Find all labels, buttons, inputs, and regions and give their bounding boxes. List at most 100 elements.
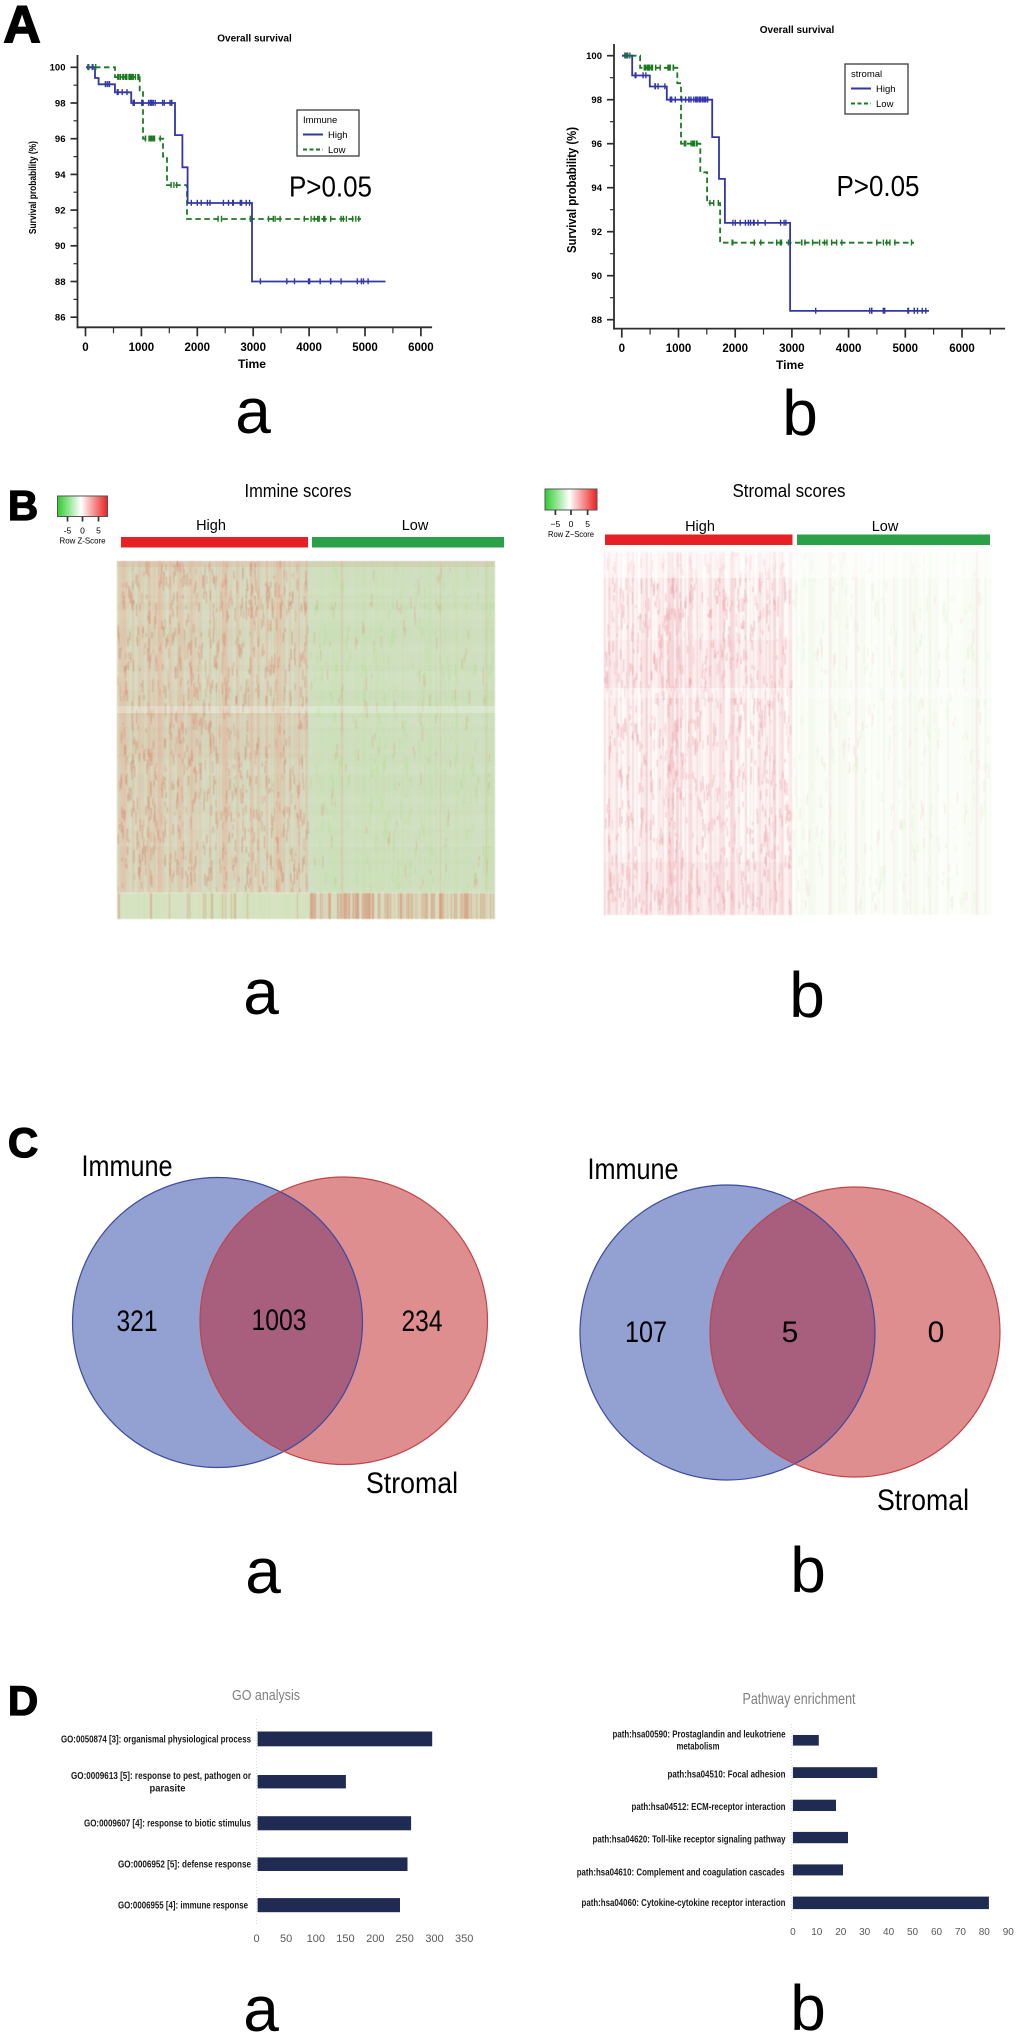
svg-text:High: High [196, 518, 226, 534]
svg-text:C: C [8, 1119, 38, 1166]
svg-text:High: High [328, 130, 348, 141]
svg-text:High: High [876, 84, 896, 95]
svg-text:0: 0 [619, 343, 625, 355]
svg-text:90: 90 [55, 241, 66, 252]
svg-text:88: 88 [591, 315, 602, 326]
svg-text:Stromal scores: Stromal scores [733, 481, 846, 501]
svg-text:234: 234 [402, 1305, 443, 1338]
svg-text:50: 50 [280, 1933, 292, 1945]
svg-text:Low: Low [876, 99, 894, 110]
svg-text:5: 5 [585, 519, 590, 529]
svg-text:0: 0 [790, 1927, 796, 1938]
svg-text:200: 200 [366, 1933, 384, 1945]
svg-text:300: 300 [425, 1933, 443, 1945]
svg-text:path:hsa00590: Prostaglandin a: path:hsa00590: Prostaglandin and leukotr… [613, 1729, 786, 1741]
svg-text:96: 96 [591, 139, 602, 150]
svg-text:Survival probability (%): Survival probability (%) [27, 141, 39, 234]
svg-text:GO:0050874 [3]: organismal phy: GO:0050874 [3]: organismal physiological… [61, 1734, 251, 1746]
svg-text:3000: 3000 [779, 343, 805, 355]
svg-text:Low: Low [872, 519, 899, 535]
svg-text:path:hsa04510: Focal adhesion: path:hsa04510: Focal adhesion [668, 1769, 786, 1781]
svg-text:350: 350 [455, 1933, 473, 1945]
svg-text:5: 5 [96, 526, 101, 536]
svg-text:path:hsa04060: Cytokine-cytoki: path:hsa04060: Cytokine-cytokine recepto… [582, 1897, 786, 1909]
svg-text:GO:0006952 [5]: defense respon: GO:0006952 [5]: defense response [118, 1858, 251, 1870]
svg-text:Immine scores: Immine scores [245, 481, 352, 501]
svg-text:5000: 5000 [352, 342, 378, 354]
svg-text:P>0.05: P>0.05 [837, 171, 920, 203]
svg-text:Immune: Immune [303, 115, 337, 126]
svg-text:30: 30 [859, 1927, 871, 1938]
svg-text:2000: 2000 [185, 342, 211, 354]
svg-text:Row Z-Score: Row Z-Score [60, 537, 106, 546]
svg-text:60: 60 [931, 1927, 943, 1938]
svg-text:2000: 2000 [722, 343, 748, 355]
svg-text:4000: 4000 [836, 343, 862, 355]
svg-text:P>0.05: P>0.05 [289, 172, 372, 204]
svg-text:a: a [243, 1973, 279, 2033]
svg-text:98: 98 [591, 95, 602, 106]
svg-text:D: D [8, 1677, 38, 1724]
svg-text:50: 50 [907, 1927, 919, 1938]
svg-text:High: High [685, 519, 715, 535]
svg-text:96: 96 [55, 134, 66, 145]
svg-text:86: 86 [55, 313, 66, 324]
svg-text:path:hsa04512: ECM-receptor in: path:hsa04512: ECM-receptor interaction [632, 1801, 786, 1813]
svg-text:a: a [235, 375, 271, 447]
svg-text:100: 100 [307, 1933, 325, 1945]
svg-text:GO:0009607 [4]: response to bi: GO:0009607 [4]: response to biotic stimu… [84, 1817, 251, 1829]
svg-text:70: 70 [955, 1927, 967, 1938]
svg-text:Time: Time [238, 357, 266, 371]
svg-text:-5: -5 [64, 526, 72, 536]
svg-text:GO:0009613 [5]: response to pe: GO:0009613 [5]: response to pest, pathog… [71, 1770, 251, 1782]
svg-text:5000: 5000 [893, 343, 919, 355]
svg-text:1000: 1000 [129, 342, 155, 354]
svg-text:Time: Time [776, 358, 804, 372]
svg-text:92: 92 [55, 206, 66, 217]
svg-text:1000: 1000 [666, 343, 692, 355]
svg-text:100: 100 [586, 51, 602, 62]
svg-text:94: 94 [55, 170, 66, 181]
svg-text:90: 90 [591, 271, 602, 282]
svg-text:a: a [243, 956, 279, 1028]
svg-text:94: 94 [591, 183, 602, 194]
svg-text:80: 80 [979, 1927, 991, 1938]
svg-text:10: 10 [811, 1927, 823, 1938]
svg-text:Stromal: Stromal [366, 1467, 458, 1500]
svg-text:321: 321 [117, 1305, 158, 1338]
svg-text:path:hsa04620: Toll-like recep: path:hsa04620: Toll-like receptor signal… [593, 1834, 786, 1846]
svg-text:stromal: stromal [851, 69, 882, 80]
svg-text:20: 20 [835, 1927, 847, 1938]
svg-text:Low: Low [328, 145, 346, 156]
svg-text:b: b [790, 1534, 826, 1606]
svg-text:a: a [245, 1535, 281, 1607]
svg-text:0: 0 [82, 342, 88, 354]
svg-text:GO analysis: GO analysis [232, 1687, 300, 1704]
svg-text:B: B [8, 482, 38, 529]
svg-text:b: b [782, 377, 818, 449]
svg-text:metabolism: metabolism [677, 1741, 720, 1753]
svg-text:Overall survival: Overall survival [217, 34, 292, 45]
svg-text:Row Z−Score: Row Z−Score [548, 530, 594, 539]
svg-text:path:hsa04610: Complement and: path:hsa04610: Complement and coagulatio… [577, 1867, 785, 1879]
svg-text:150: 150 [336, 1933, 354, 1945]
svg-text:6000: 6000 [949, 343, 975, 355]
svg-text:Overall survival: Overall survival [760, 25, 835, 36]
svg-text:parasite: parasite [150, 1783, 186, 1795]
svg-text:Stromal: Stromal [877, 1484, 969, 1517]
svg-text:98: 98 [55, 98, 66, 109]
svg-text:100: 100 [50, 63, 66, 74]
svg-text:90: 90 [1003, 1927, 1015, 1938]
svg-text:0: 0 [928, 1316, 945, 1349]
svg-text:Immune: Immune [588, 1153, 679, 1186]
svg-text:4000: 4000 [296, 342, 322, 354]
svg-text:b: b [790, 1972, 826, 2033]
svg-text:250: 250 [396, 1933, 414, 1945]
svg-text:0: 0 [253, 1933, 259, 1945]
svg-text:Low: Low [402, 518, 429, 534]
svg-text:6000: 6000 [408, 342, 434, 354]
svg-text:1003: 1003 [252, 1304, 307, 1337]
svg-text:3000: 3000 [240, 342, 266, 354]
svg-text:−5: −5 [551, 519, 561, 529]
svg-text:88: 88 [55, 277, 66, 288]
